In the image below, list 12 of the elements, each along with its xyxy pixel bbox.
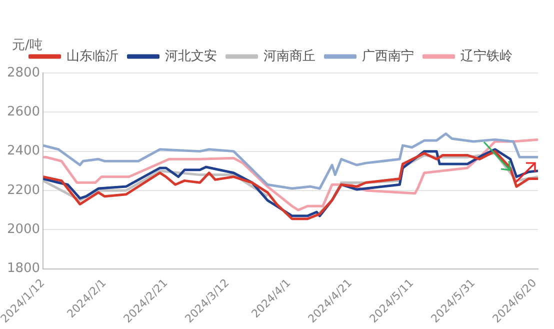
y-tick-label: 2800 [6, 65, 40, 80]
legend-label: 辽宁铁岭 [460, 48, 512, 64]
legend-label: 河北文安 [164, 48, 217, 64]
legend-label: 河南商丘 [263, 48, 316, 64]
y-tick-label: 2600 [6, 104, 40, 120]
legend-label: 山东临沂 [66, 48, 118, 64]
y-tick-label: 2400 [6, 144, 40, 159]
y-tick-label: 1800 [6, 261, 40, 276]
legend-label: 广西南宁 [362, 48, 414, 64]
y-tick-label: 2200 [6, 182, 40, 198]
y-axis-title: 元/吨 [12, 37, 42, 54]
y-tick-label: 2000 [6, 222, 40, 237]
